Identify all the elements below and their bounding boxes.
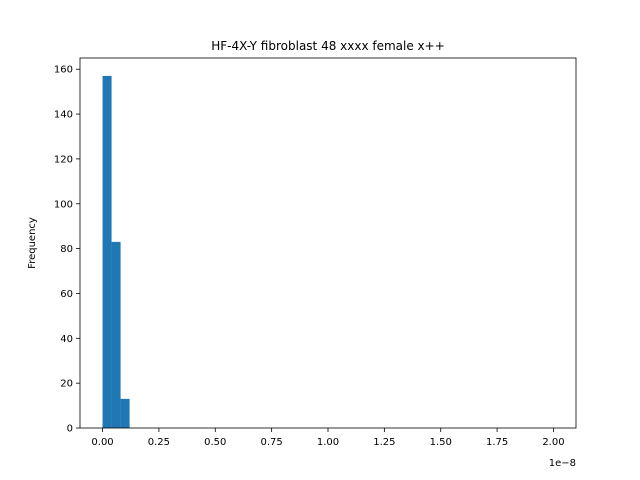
y-tick-label: 80 [60,244,73,255]
y-tick-label: 20 [60,379,73,390]
x-tick-label: 0.25 [148,437,170,448]
y-tick-label: 0 [67,424,73,435]
y-tick-label: 100 [54,199,73,210]
y-axis-ticks: 0 20 40 60 80 100 120 140 160 [54,65,80,435]
histogram-bar-2 [111,241,121,428]
histogram-bar-3 [120,398,130,428]
x-tick-label: 0.50 [204,437,226,448]
plot-frame [79,57,577,429]
x-tick-label: 1.50 [430,437,452,448]
bars-group [102,75,130,428]
y-tick-label: 60 [60,289,73,300]
y-tick-label: 120 [54,154,73,165]
x-tick-label: 0.75 [261,437,283,448]
histogram-bar-1 [102,75,112,428]
y-axis-label: Frequency [27,217,38,269]
y-tick-label: 140 [54,110,73,121]
y-tick-label: 160 [54,65,73,76]
x-tick-label: 1.75 [486,437,508,448]
chart-title: HF-4X-Y fibroblast 48 xxxx female x++ [211,39,445,53]
x-tick-label: 1.25 [373,437,395,448]
x-tick-label: 0.00 [91,437,113,448]
x-axis-offset-text: 1e−8 [549,458,576,469]
x-tick-label: 1.00 [317,437,339,448]
x-tick-label: 2.00 [542,437,564,448]
x-axis-ticks: 0.00 0.25 0.50 0.75 1.00 1.25 1.50 1.75 2.00 [91,428,565,448]
y-tick-label: 40 [60,334,73,345]
